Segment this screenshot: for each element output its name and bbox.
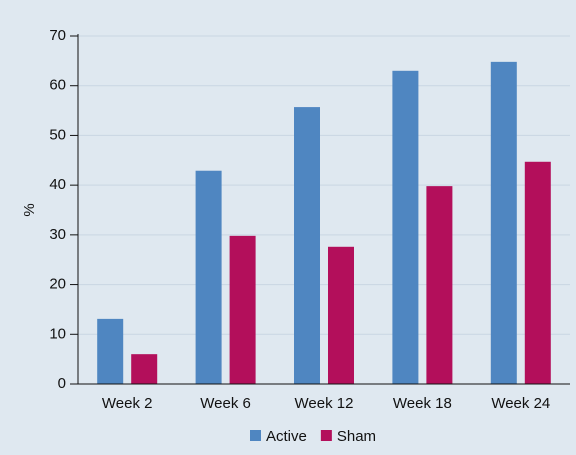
bar: [97, 318, 124, 384]
bar: [392, 70, 419, 385]
legend-label: Sham: [337, 428, 376, 445]
y-tick-label: 20: [49, 276, 66, 293]
x-tick-label: Week 12: [295, 395, 354, 412]
bar: [195, 170, 222, 384]
bar: [490, 61, 517, 384]
y-tick-label: 70: [49, 27, 66, 44]
legend-swatch: [320, 430, 332, 441]
y-tick-label: 60: [49, 77, 66, 94]
bar: [426, 186, 453, 384]
x-tick-label: Week 6: [200, 395, 251, 412]
bar: [229, 235, 256, 384]
y-axis-label: %: [21, 203, 38, 216]
y-tick-label: 40: [49, 176, 66, 193]
legend-swatch: [250, 430, 261, 441]
bar: [294, 107, 320, 384]
bar: [131, 354, 158, 384]
x-tick-label: Week 18: [393, 395, 452, 412]
y-tick-label: 30: [49, 226, 66, 243]
bar: [328, 246, 354, 384]
y-tick-label: 0: [58, 375, 66, 392]
x-tick-label: Week 24: [491, 395, 550, 412]
bar: [524, 161, 551, 384]
y-tick-label: 10: [49, 325, 66, 342]
y-tick-label: 50: [49, 126, 66, 143]
legend-label: Active: [266, 428, 307, 445]
x-tick-label: Week 2: [102, 395, 153, 412]
